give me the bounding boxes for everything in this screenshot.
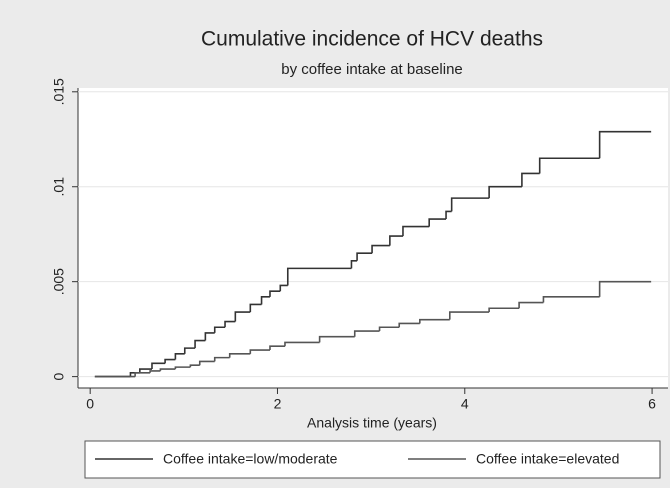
step-segment — [538, 157, 600, 174]
step-segment — [353, 330, 380, 337]
step-segment — [402, 225, 430, 237]
step-segment — [448, 311, 490, 320]
step-segment — [598, 130, 652, 159]
step-segment — [445, 210, 452, 220]
step-segment — [419, 318, 450, 324]
step-segment — [194, 339, 206, 349]
x-tick-label: 4 — [461, 396, 469, 412]
step-segment — [249, 349, 270, 354]
step-segment — [279, 284, 288, 292]
plot-area — [78, 88, 668, 388]
step-segment — [542, 296, 600, 303]
step-segment — [174, 366, 191, 370]
step-segment — [139, 368, 152, 373]
step-segment — [350, 259, 358, 269]
step-segment — [149, 370, 161, 373]
step-segment — [598, 280, 652, 297]
step-segment — [198, 360, 215, 366]
step-segment — [488, 307, 520, 313]
step-segment — [269, 290, 281, 297]
y-tick-label: 0 — [51, 373, 67, 381]
step-segment — [183, 347, 196, 354]
step-segment — [224, 320, 236, 328]
step-segment — [213, 356, 230, 362]
step-segment — [286, 267, 352, 286]
step-segment — [518, 301, 544, 309]
chart-subtitle: by coffee intake at baseline — [281, 61, 463, 78]
step-segment — [249, 303, 262, 313]
legend-label: Coffee intake=elevated — [476, 451, 619, 467]
step-segment — [234, 311, 251, 322]
step-segment — [450, 197, 490, 212]
step-segment — [260, 296, 270, 305]
step-segment — [269, 345, 285, 351]
step-segment — [204, 332, 215, 341]
step-segment — [378, 326, 400, 332]
x-tick-label: 2 — [274, 396, 282, 412]
step-segment — [371, 244, 390, 254]
step-segment — [174, 353, 185, 360]
step-segment — [521, 172, 540, 187]
step-segment — [318, 335, 355, 343]
y-tick-label: .015 — [51, 78, 67, 105]
legend-label: Coffee intake=low/moderate — [163, 451, 338, 467]
step-segment — [284, 341, 320, 347]
step-segment — [398, 322, 420, 328]
step-segment — [428, 218, 447, 227]
x-tick-label: 0 — [86, 396, 94, 412]
x-axis-label: Analysis time (years) — [307, 415, 437, 431]
chart-title: Cumulative incidence of HCV deaths — [201, 28, 543, 51]
legend — [84, 440, 661, 479]
step-segment — [151, 362, 166, 370]
step-segment — [213, 326, 226, 333]
y-tick-label: .01 — [51, 177, 67, 197]
y-tick-label: .005 — [51, 268, 67, 295]
step-segment — [228, 353, 251, 358]
step-segment — [189, 364, 200, 368]
step-segment — [164, 358, 176, 364]
step-segment — [488, 185, 522, 199]
step-segment — [134, 372, 151, 377]
step-segment — [356, 252, 373, 261]
step-segment — [159, 368, 176, 371]
x-tick-label: 6 — [648, 396, 656, 412]
step-segment — [389, 235, 403, 246]
